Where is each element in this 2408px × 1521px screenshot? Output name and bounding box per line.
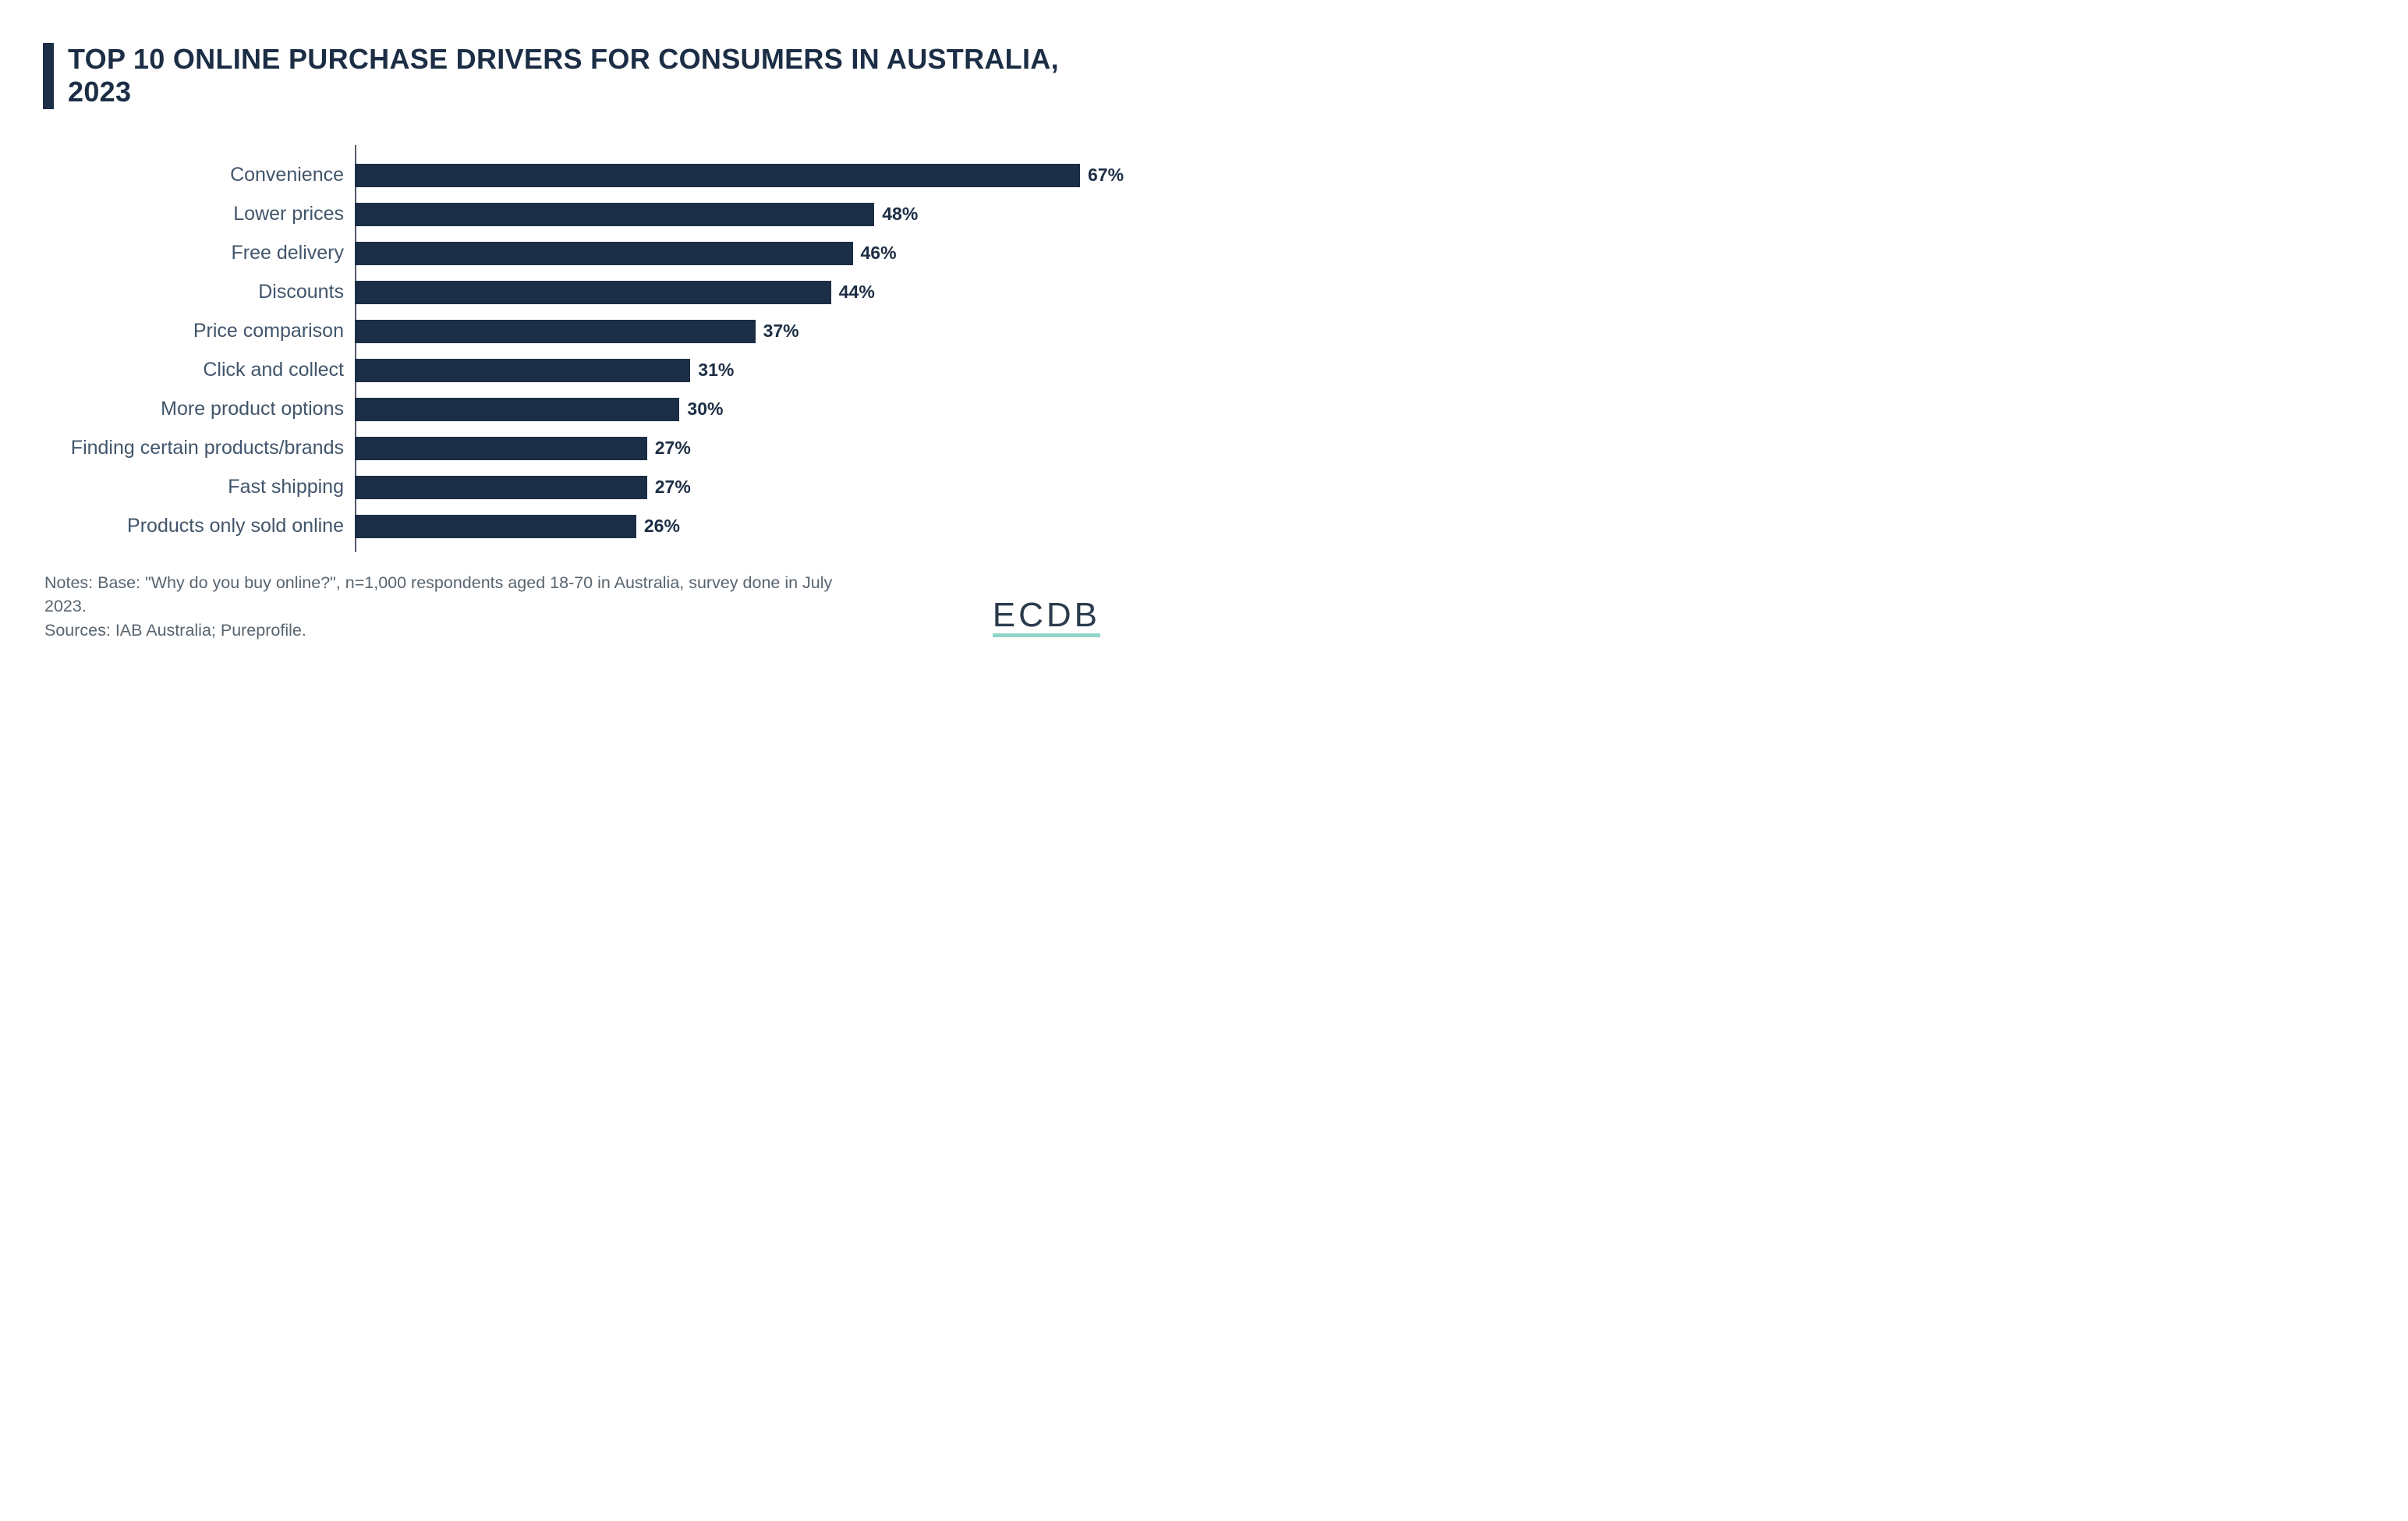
bar-row: Lower prices 48% — [66, 195, 1057, 234]
bar-track: 26% — [355, 515, 1057, 538]
footer: Notes: Base: "Why do you buy online?", n… — [43, 571, 1103, 643]
bar-row: Price comparison 37% — [66, 312, 1057, 351]
bar-value: 48% — [882, 204, 918, 225]
bar-fill — [355, 398, 679, 421]
bar-track: 37% — [355, 320, 1057, 343]
bar-fill — [355, 242, 853, 265]
bar-row: Discounts 44% — [66, 273, 1057, 312]
footer-sources: Sources: IAB Australia; Pureprofile. — [44, 619, 840, 643]
bar-fill — [355, 359, 690, 382]
bar-label: Discounts — [66, 281, 355, 303]
bar-row: Products only sold online 26% — [66, 507, 1057, 546]
bar-value: 27% — [655, 477, 691, 498]
bar-label: Products only sold online — [66, 515, 355, 537]
bar-value: 27% — [655, 438, 691, 459]
bar-label: Free delivery — [66, 242, 355, 264]
bar-fill — [355, 203, 874, 226]
bar-fill — [355, 515, 636, 538]
chart-area: Convenience67% Lower prices 48% Free delive… — [43, 156, 1103, 546]
bar-track: 44% — [355, 281, 1057, 304]
bar-track: 30% — [355, 398, 1057, 421]
page: TOP 10 ONLINE PURCHASE DRIVERS FOR CONSU… — [0, 0, 1146, 673]
chart-title: TOP 10 ONLINE PURCHASE DRIVERS FOR CONSU… — [68, 43, 1103, 109]
bar-row: Free delivery 46% — [66, 234, 1057, 273]
bar-track: 67% — [355, 164, 1124, 187]
bar-row: Fast shipping 27% — [66, 468, 1057, 507]
bar-track: 46% — [355, 242, 1057, 265]
bar-label: Finding certain products/brands — [66, 437, 355, 459]
bar-label: Price comparison — [66, 320, 355, 342]
bar-fill — [355, 476, 647, 499]
bar-label: Convenience — [66, 164, 355, 186]
bar-fill — [355, 437, 647, 460]
bar-fill — [355, 164, 1080, 187]
bar-track: 48% — [355, 203, 1057, 226]
bar-label: More product options — [66, 398, 355, 420]
bar-row: Click and collect 31% — [66, 351, 1057, 390]
footer-notes: Notes: Base: "Why do you buy online?", n… — [44, 571, 840, 619]
bar-track: 27% — [355, 437, 1057, 460]
bar-label: Click and collect — [66, 359, 355, 381]
bar-fill — [355, 320, 756, 343]
bar-value: 31% — [698, 360, 734, 381]
bar-value: 30% — [687, 399, 723, 420]
bar-chart: Convenience67% Lower prices 48% Free delive… — [66, 156, 1057, 546]
bar-fill — [355, 281, 831, 304]
bar-row: Finding certain products/brands 27% — [66, 429, 1057, 468]
bar-value: 26% — [644, 516, 680, 537]
bar-value: 46% — [861, 243, 897, 264]
bar-label: Lower prices — [66, 203, 355, 225]
logo: ECDB — [993, 597, 1100, 637]
footer-text: Notes: Base: "Why do you buy online?", n… — [44, 571, 840, 643]
bar-track: 31% — [355, 359, 1057, 382]
bar-track: 27% — [355, 476, 1057, 499]
bar-value: 44% — [839, 282, 875, 303]
bar-row: More product options 30% — [66, 390, 1057, 429]
title-accent-bar — [43, 43, 54, 109]
title-block: TOP 10 ONLINE PURCHASE DRIVERS FOR CONSU… — [43, 43, 1103, 109]
bar-row: Convenience67% — [66, 156, 1057, 195]
bar-value: 67% — [1088, 165, 1124, 186]
bar-label: Fast shipping — [66, 476, 355, 498]
bar-value: 37% — [763, 321, 799, 342]
